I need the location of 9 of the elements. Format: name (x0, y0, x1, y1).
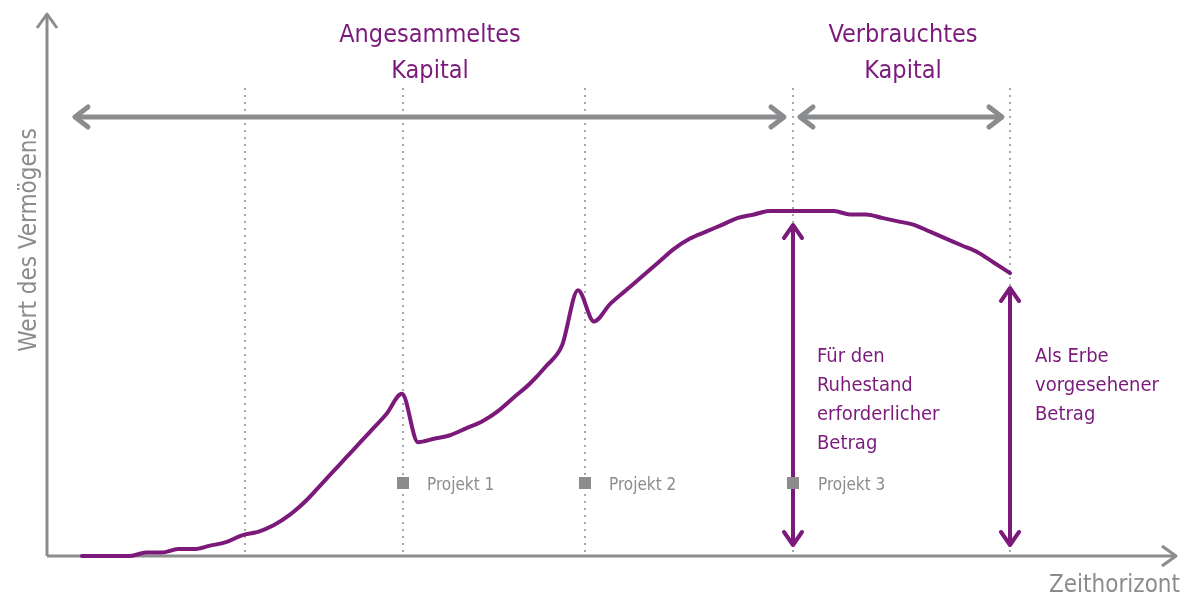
x-axis-title: Zeithorizont (1049, 570, 1180, 598)
annotation: Für den Ruhestand erforderlicher Betrag (817, 343, 941, 454)
annotation: Projekt 1 (427, 474, 495, 494)
y-axis-title: Wert des Vermögens (14, 128, 42, 352)
text: Als Erbe vorgesehener Betrag (1035, 343, 1160, 425)
text: Verbrauchtes Kapital (828, 19, 978, 85)
text: Angesammeltes Kapital (339, 19, 521, 85)
annotation: Projekt 3 (818, 474, 886, 494)
annotation: Projekt 2 (609, 474, 677, 494)
